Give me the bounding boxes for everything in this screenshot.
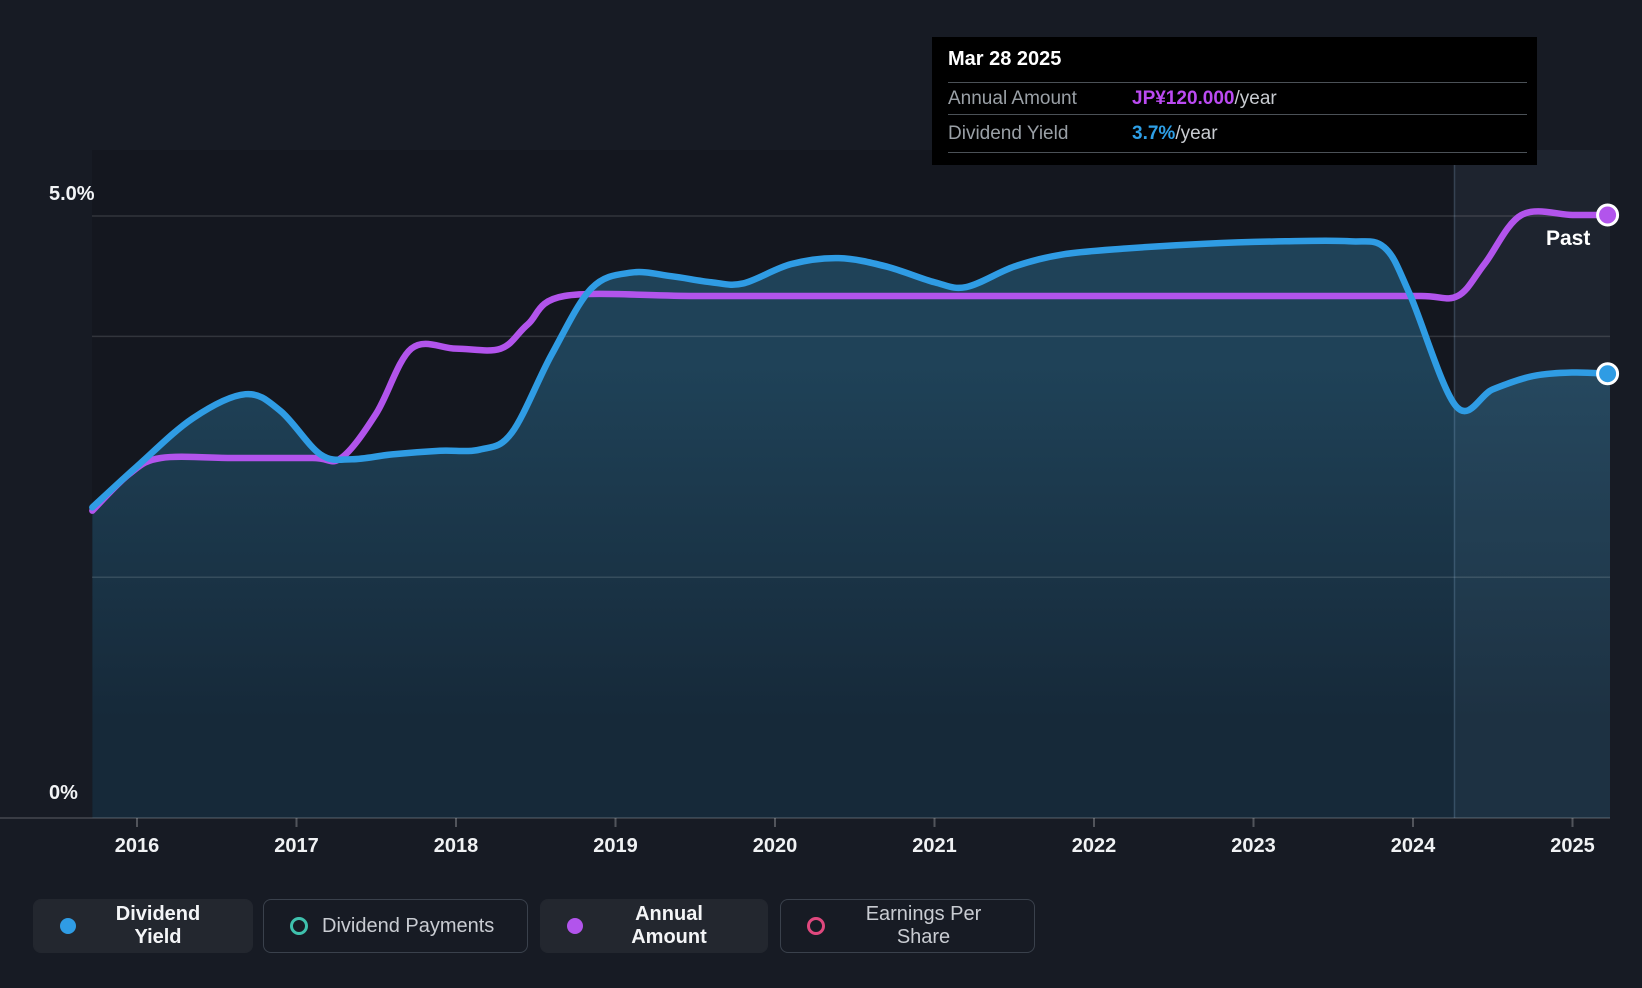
legend-button-dividend-yield[interactable]: Dividend Yield (33, 899, 253, 953)
tooltip-divider (948, 152, 1527, 153)
legend-label: Dividend Payments (322, 914, 495, 937)
tooltip-divider (948, 114, 1527, 115)
annual-amount-value: JP¥120.000 (1132, 88, 1235, 109)
tooltip-row-label: Annual Amount (948, 88, 1077, 109)
dividend-yield-line (89, 237, 1611, 511)
tooltip-row-label: Dividend Yield (948, 123, 1069, 144)
x-axis-tick-label: 2021 (912, 835, 957, 857)
legend-label: Dividend Yield (115, 903, 201, 948)
earnings-per-share-ring-icon (807, 917, 825, 935)
legend-button-dividend-payments[interactable]: Dividend Payments (263, 899, 528, 953)
x-axis-tick-label: 2020 (753, 835, 798, 857)
x-axis-tick-label: 2023 (1231, 835, 1276, 857)
chart-tooltip: Mar 28 2025 Annual Amount JP¥120.000/yea… (932, 37, 1537, 165)
dividend-yield-area (92, 240, 1611, 818)
dividend-yield-end-marker (1596, 362, 1620, 386)
x-axis-tick-label: 2024 (1391, 835, 1436, 857)
tooltip-row-value: JP¥120.000/year (1132, 88, 1277, 110)
tooltip-date: Mar 28 2025 (948, 48, 1062, 70)
past-region-label: Past (1546, 227, 1591, 250)
y-axis-top-label: 5.0% (49, 183, 95, 205)
annual-amount-line (89, 208, 1611, 514)
dividend-yield-value: 3.7% (1132, 123, 1176, 144)
x-axis-tick-label: 2018 (434, 835, 479, 857)
legend-label: Earnings Per Share (865, 903, 982, 948)
x-axis-tick-label: 2022 (1072, 835, 1117, 857)
tooltip-row-value: 3.7%/year (1132, 123, 1218, 145)
x-axis-tick-label: 2019 (593, 835, 638, 857)
legend-button-earnings-per-share[interactable]: Earnings Per Share (780, 899, 1035, 953)
x-axis-tick-label: 2016 (115, 835, 160, 857)
x-axis-tick-label: 2025 (1550, 835, 1595, 857)
legend-label: Annual Amount (631, 903, 707, 948)
legend-button-annual-amount[interactable]: Annual Amount (540, 899, 768, 953)
y-axis-bottom-label: 0% (49, 782, 78, 804)
tooltip-divider (948, 82, 1527, 83)
annual-amount-dot-icon (567, 918, 583, 934)
x-axis-tick-label: 2017 (274, 835, 319, 857)
dividend-payments-ring-icon (290, 917, 308, 935)
dividend-yield-suffix: /year (1175, 123, 1218, 144)
annual-amount-end-marker (1596, 203, 1620, 227)
past-region-band (1454, 150, 1610, 818)
dividend-yield-dot-icon (60, 918, 76, 934)
annual-amount-suffix: /year (1234, 88, 1277, 109)
